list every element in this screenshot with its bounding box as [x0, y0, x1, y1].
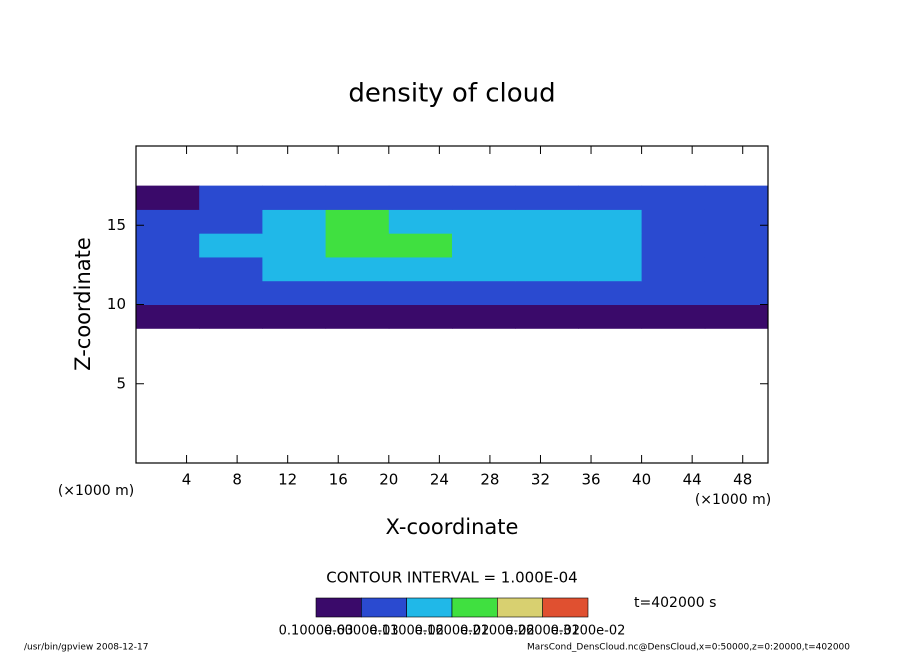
colorbar-label: 0.1100e-02 — [369, 624, 444, 639]
contour-cell — [641, 256, 706, 282]
contour-cell — [452, 185, 516, 210]
x-tick-label: 40 — [632, 471, 651, 489]
y-tick-label: 10 — [107, 295, 126, 313]
contour-cell — [136, 304, 200, 329]
contour-cell — [136, 280, 200, 305]
colorbar-box — [406, 597, 453, 618]
contour-cell — [704, 256, 769, 282]
contour-cell — [262, 185, 327, 210]
contour-cell — [704, 185, 769, 210]
contour-cell — [515, 185, 579, 210]
x-unit-label: (×1000 m) — [695, 492, 771, 508]
contour-cell — [262, 280, 327, 305]
colorbar-box — [361, 597, 407, 618]
contour-cell — [452, 209, 516, 234]
colorbar-box — [497, 597, 543, 618]
colorbar-label: 0.2600e-02 — [505, 624, 580, 639]
contour-cell — [388, 304, 453, 329]
contour-interval: CONTOUR INTERVAL = 1.000E-04 — [326, 569, 577, 587]
contour-cell — [641, 185, 706, 210]
x-tick-label: 8 — [232, 471, 242, 489]
chart-title: density of cloud — [348, 79, 555, 109]
contour-cell — [262, 304, 327, 329]
colorbar-box — [315, 597, 362, 618]
contour-cell — [325, 304, 390, 329]
x-tick-label: 44 — [683, 471, 702, 489]
colorbar-label: 0.1600e-02 — [415, 624, 490, 639]
contour-cell — [388, 256, 453, 282]
contour-cell — [641, 304, 706, 329]
contour-cell — [578, 256, 643, 282]
x-tick-label: 20 — [379, 471, 398, 489]
x-tick-label: 16 — [329, 471, 348, 489]
contour-cell — [136, 233, 200, 258]
contour-cell — [641, 233, 706, 258]
contour-cell — [262, 209, 327, 234]
contour-cell — [515, 233, 579, 258]
contour-cell — [199, 256, 263, 282]
contour-cell — [641, 209, 706, 234]
contour-cell — [578, 209, 643, 234]
contour-cell — [262, 233, 327, 258]
colorbar-box — [451, 597, 498, 618]
x-tick-label: 28 — [480, 471, 499, 489]
colorbar-label: 0.3100e-02 — [551, 624, 626, 639]
y-tick-label: 15 — [107, 216, 126, 234]
contour-cell — [325, 280, 390, 305]
contour-cell — [325, 185, 390, 210]
contour-cell — [515, 256, 579, 282]
contour-cell — [199, 304, 263, 329]
colorbar-label: 0.2100e-02 — [460, 624, 535, 639]
contour-cell — [515, 209, 579, 234]
contour-cell — [325, 233, 390, 258]
contour-cell — [515, 280, 579, 305]
contour-cell — [136, 209, 200, 234]
colorbar-label: 0.1000e-03 — [279, 624, 354, 639]
contour-cell — [136, 256, 200, 282]
contour-cell — [199, 280, 263, 305]
contour-cell — [199, 209, 263, 234]
time-label: t=402000 s — [634, 595, 716, 611]
contour-cell — [704, 304, 769, 329]
contour-cell — [578, 185, 643, 210]
contour-cell — [452, 256, 516, 282]
contour-cell — [578, 280, 643, 305]
contour-cell — [388, 209, 453, 234]
contour-cell — [388, 233, 453, 258]
contour-cell — [262, 256, 327, 282]
contour-cell — [136, 185, 200, 210]
contour-cell — [199, 233, 263, 258]
x-tick-label: 48 — [733, 471, 752, 489]
x-tick-label: 32 — [531, 471, 550, 489]
contour-cell — [388, 185, 453, 210]
x-unit-label: (×1000 m) — [58, 483, 134, 499]
contour-cell — [199, 185, 263, 210]
contour-cell — [515, 304, 579, 329]
colorbar-box — [542, 597, 589, 618]
x-tick-label: 12 — [278, 471, 297, 489]
y-axis-label: Z-coordinate — [71, 237, 95, 371]
y-tick-label: 5 — [116, 374, 126, 392]
x-axis-label: X-coordinate — [386, 515, 519, 539]
contour-cell — [388, 280, 453, 305]
footer-left: /usr/bin/gpview 2008-12-17 — [24, 643, 148, 653]
contour-cell — [325, 209, 390, 234]
contour-cell — [578, 304, 643, 329]
contour-cell — [452, 304, 516, 329]
contour-cell — [325, 256, 390, 282]
colorbar-label: 0.6000e-03 — [324, 624, 399, 639]
contour-cell — [452, 280, 516, 305]
x-tick-label: 4 — [182, 471, 192, 489]
x-tick-label: 36 — [581, 471, 600, 489]
contour-cell — [704, 233, 769, 258]
contour-cell — [641, 280, 706, 305]
contour-cell — [704, 280, 769, 305]
contour-cell — [578, 233, 643, 258]
x-tick-label: 24 — [430, 471, 449, 489]
contour-cell — [704, 209, 769, 234]
footer-right: MarsCond_DensCloud.nc@DensCloud,x=0:5000… — [527, 643, 850, 653]
contour-cell — [452, 233, 516, 258]
